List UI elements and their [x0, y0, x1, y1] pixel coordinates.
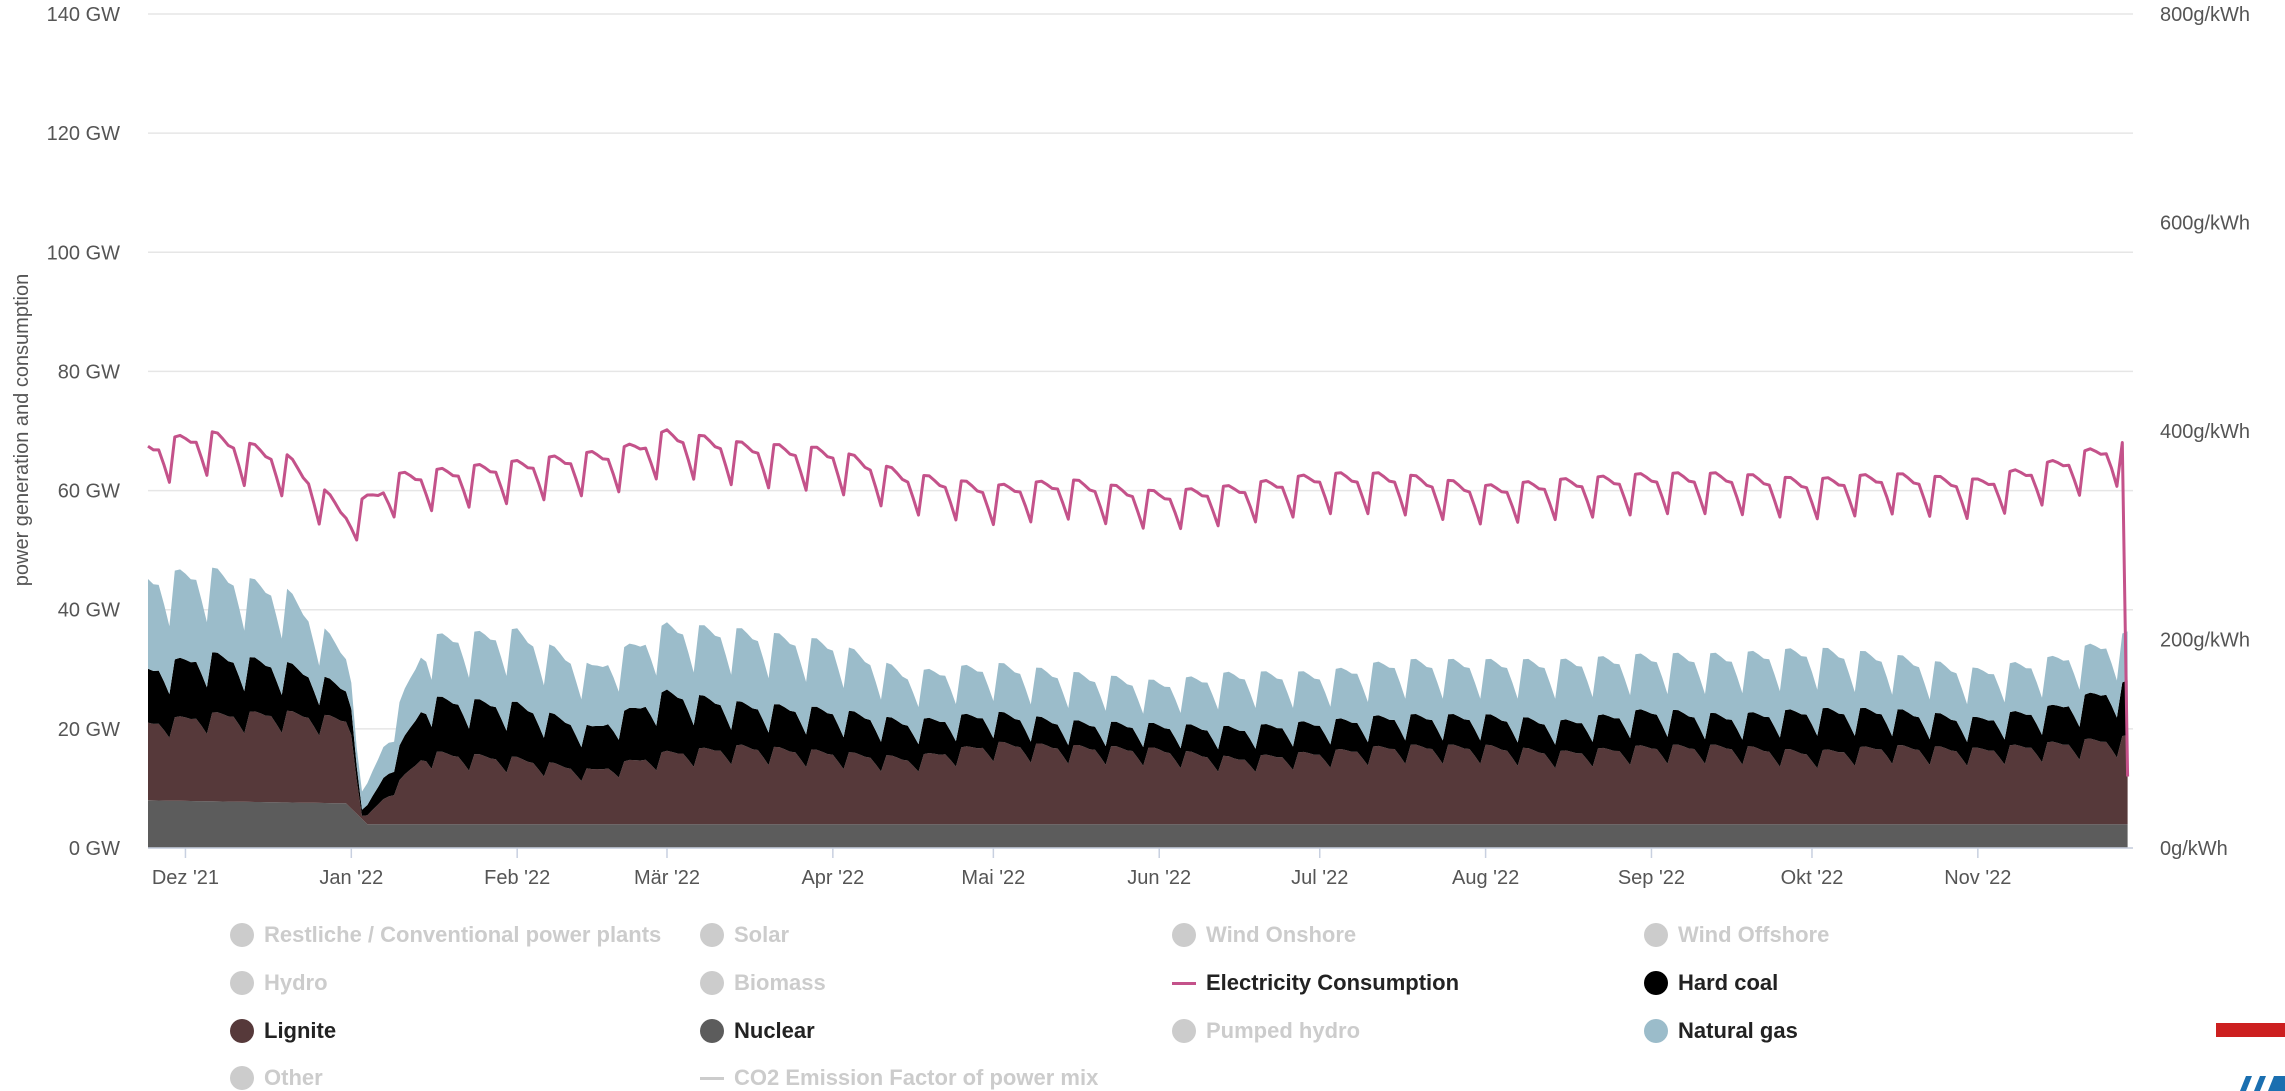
- legend-item-nuclear[interactable]: Nuclear: [700, 1018, 815, 1044]
- legend-line-marker: [700, 1076, 724, 1080]
- legend-item-lignite[interactable]: Lignite: [230, 1018, 336, 1044]
- x-tick-label: Okt '22: [1781, 867, 1844, 889]
- legend-item-hydro[interactable]: Hydro: [230, 970, 328, 996]
- series-lines: [147, 428, 2130, 777]
- legend-dot-marker: [700, 971, 724, 995]
- legend-item-pumped-hydro[interactable]: Pumped hydro: [1172, 1018, 1360, 1044]
- legend-label: Electricity Consumption: [1206, 970, 1460, 995]
- legend-label: Hydro: [264, 970, 328, 995]
- y2-tick-label: 800g/kWh: [2160, 4, 2250, 26]
- line-electricity-consumption: [147, 428, 2130, 777]
- x-tick-label: Sep '22: [1618, 867, 1685, 889]
- x-tick-label: Jul '22: [1291, 867, 1348, 889]
- legend-label: Solar: [734, 922, 790, 947]
- legend-item-solar[interactable]: Solar: [700, 922, 789, 948]
- legend-dot-marker: [700, 1019, 724, 1043]
- x-tick-label: Jun '22: [1127, 867, 1191, 889]
- legend-label: Pumped hydro: [1206, 1018, 1361, 1043]
- logo-fragment: [2240, 1076, 2285, 1091]
- legend-dot-marker: [230, 923, 254, 947]
- legend-dot-marker: [1644, 923, 1668, 947]
- legend-item-wind-onshore[interactable]: Wind Onshore: [1172, 922, 1356, 948]
- legend-label: Hard coal: [1678, 970, 1779, 995]
- legend-dot-marker: [1644, 1019, 1668, 1043]
- legend-dot-marker: [1172, 923, 1196, 947]
- y-tick-label: 40 GW: [58, 600, 120, 622]
- legend-item-other[interactable]: Other: [230, 1065, 323, 1091]
- x-tick-label: Apr '22: [801, 867, 864, 889]
- x-tick-label: Mär '22: [634, 867, 700, 889]
- legend-dot-marker: [230, 1019, 254, 1043]
- legend-label: Restliche / Conventional power plants: [264, 922, 662, 947]
- x-tick-label: Nov '22: [1944, 867, 2011, 889]
- x-axis: Dez '21 Jan '22 Feb '22 Mär '22 Apr '22 Mai '…: [148, 847, 2133, 889]
- legend-label: Lignite: [264, 1018, 337, 1043]
- legend-dot-marker: [230, 971, 254, 995]
- y-tick-label: 60 GW: [58, 481, 120, 503]
- legend-dot-marker: [230, 1066, 254, 1090]
- legend-label: Nuclear: [734, 1018, 815, 1043]
- y-axis-right: 0g/kWh 200g/kWh 400g/kWh 600g/kWh 800g/kWh: [2160, 4, 2250, 860]
- area-natural-gas: [148, 567, 2128, 810]
- x-tick-label: Mai '22: [961, 867, 1025, 889]
- y-axis-left: 0 GW 20 GW 40 GW 60 GW 80 GW 100 GW 120 GW 140 …: [47, 4, 120, 860]
- brand-accent-bar: [2216, 1023, 2285, 1037]
- legend-item-hard-coal[interactable]: Hard coal: [1644, 970, 1778, 996]
- legend-item-biomass[interactable]: Biomass: [700, 970, 826, 996]
- legend-item-natural-gas[interactable]: Natural gas: [1644, 1018, 1798, 1044]
- legend-label: Wind Offshore: [1678, 922, 1830, 947]
- x-tick-label: Feb '22: [484, 867, 550, 889]
- y2-tick-label: 0g/kWh: [2160, 838, 2228, 860]
- x-tick-label: Aug '22: [1452, 867, 1519, 889]
- legend-label: Natural gas: [1678, 1018, 1798, 1043]
- legend-label: Other: [264, 1065, 323, 1090]
- x-tick-label: Jan '22: [319, 867, 383, 889]
- y-axis-title: power generation and consumption: [11, 274, 33, 586]
- x-tick-label: Dez '21: [152, 867, 219, 889]
- area-lignite: [148, 710, 2128, 825]
- y-tick-label: 100 GW: [47, 242, 120, 264]
- legend-label: CO2 Emission Factor of power mix: [734, 1065, 1099, 1090]
- area-nuclear: [148, 800, 2128, 848]
- legend-dot-marker: [1644, 971, 1668, 995]
- legend-label: Biomass: [734, 970, 826, 995]
- y-tick-label: 140 GW: [47, 4, 120, 26]
- y-tick-label: 20 GW: [58, 719, 120, 741]
- y-tick-label: 120 GW: [47, 123, 120, 145]
- legend-item-co2-emission-factor-of-power-mix[interactable]: CO2 Emission Factor of power mix: [700, 1065, 1098, 1091]
- legend-item-electricity-consumption[interactable]: Electricity Consumption: [1172, 970, 1459, 996]
- y-tick-label: 80 GW: [58, 361, 120, 383]
- y-tick-label: 0 GW: [69, 838, 120, 860]
- legend-line-marker: [1172, 981, 1196, 985]
- legend-item-restliche-conventional-power-plants[interactable]: Restliche / Conventional power plants: [230, 922, 661, 948]
- y2-tick-label: 400g/kWh: [2160, 421, 2250, 443]
- legend-dot-marker: [1172, 1019, 1196, 1043]
- stacked-areas: [148, 567, 2128, 848]
- legend-item-wind-offshore[interactable]: Wind Offshore: [1644, 922, 1829, 948]
- legend-label: Wind Onshore: [1206, 922, 1357, 947]
- y2-tick-label: 600g/kWh: [2160, 213, 2250, 235]
- area-hard-coal: [148, 652, 2128, 816]
- legend-dot-marker: [700, 923, 724, 947]
- y2-tick-label: 200g/kWh: [2160, 630, 2250, 652]
